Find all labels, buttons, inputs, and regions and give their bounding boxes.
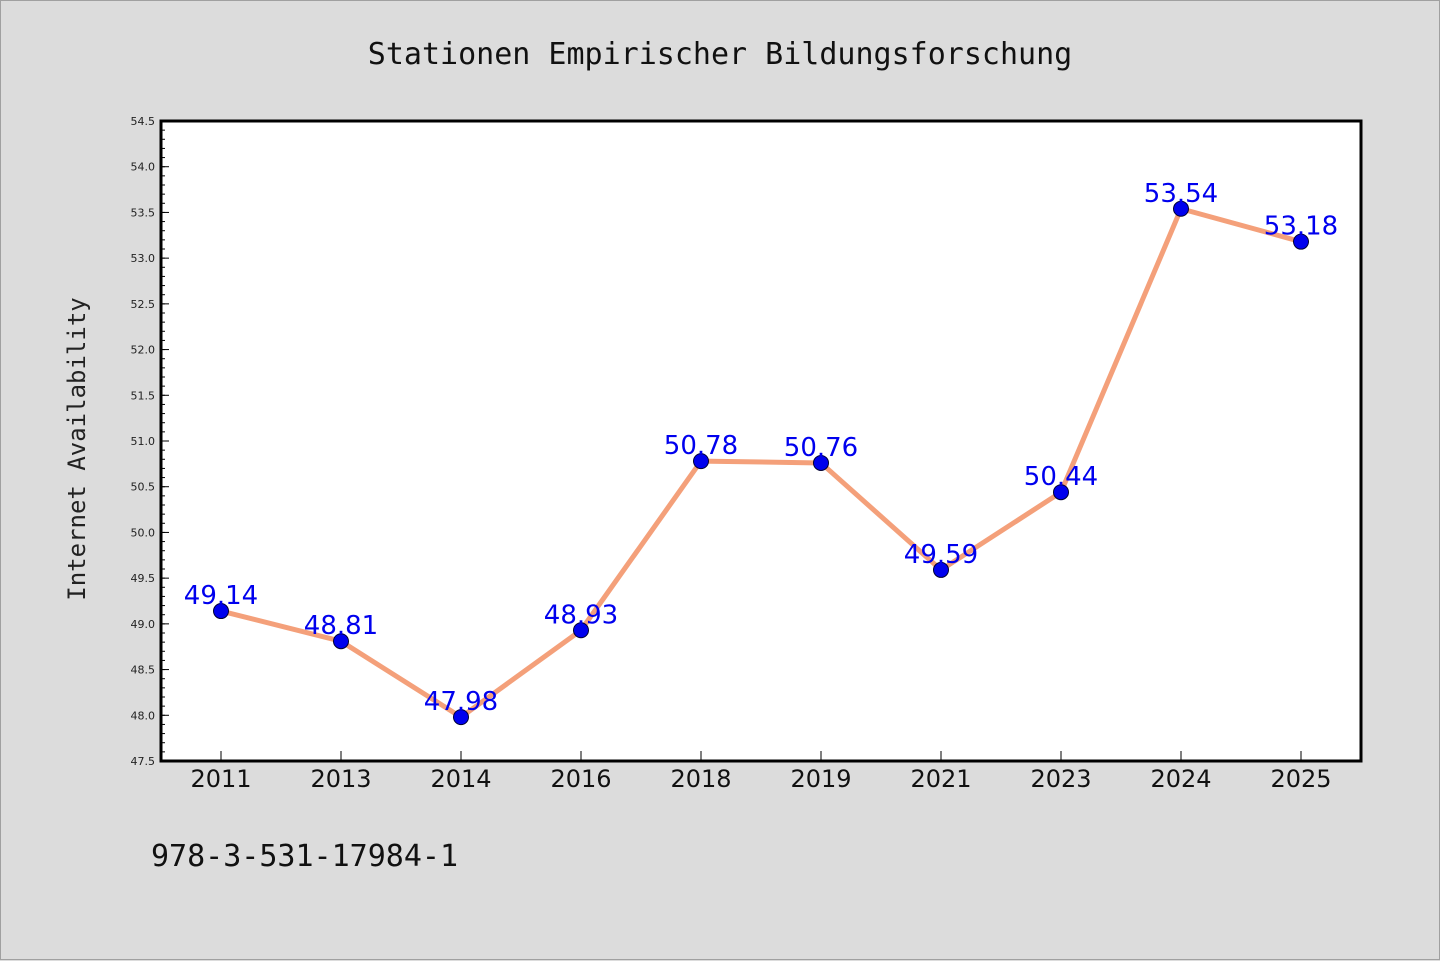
y-tick-label: 50.0 xyxy=(131,526,156,539)
y-tick-label: 50.5 xyxy=(131,481,156,494)
data-label: 49.14 xyxy=(184,581,258,611)
x-tick-label: 2021 xyxy=(910,765,971,793)
y-tick-label: 48.0 xyxy=(131,709,156,722)
x-tick-label: 2025 xyxy=(1270,765,1331,793)
y-tick-label: 52.0 xyxy=(131,344,156,357)
data-point xyxy=(813,454,829,471)
data-label: 53.54 xyxy=(1144,179,1218,209)
y-tick-label: 54.5 xyxy=(131,115,156,128)
data-label: 50.76 xyxy=(784,433,858,463)
x-tick-label: 2016 xyxy=(550,765,611,793)
y-tick-label: 53.5 xyxy=(131,206,156,219)
data-point xyxy=(1293,233,1309,250)
series-line xyxy=(220,206,1302,720)
isbn-footer: 978-3-531-17984-1 xyxy=(151,839,458,874)
y-tick-label: 49.0 xyxy=(131,618,156,631)
y-tick-label: 48.5 xyxy=(131,664,156,677)
x-tick-label: 2019 xyxy=(790,765,851,793)
y-axis-label: Internet Availability xyxy=(63,297,91,600)
data-point xyxy=(933,561,949,578)
x-axis: 2011 2013 2014 2016 2018 2019 2021 2023 2024 2025 xyxy=(190,751,1332,793)
x-tick-label: 2014 xyxy=(430,765,491,793)
data-label: 48.81 xyxy=(304,611,378,641)
data-point xyxy=(693,453,709,470)
y-tick-label: 51.5 xyxy=(131,389,156,402)
y-tick-label: 53.0 xyxy=(131,252,156,265)
data-point xyxy=(1053,484,1069,501)
y-tick-label: 51.0 xyxy=(131,435,156,448)
x-tick-label: 2023 xyxy=(1030,765,1091,793)
chart-title: Stationen Empirischer Bildungsforschung xyxy=(368,37,1072,72)
data-label: 48.93 xyxy=(544,600,618,630)
data-label: 50.78 xyxy=(664,431,738,461)
data-point xyxy=(213,603,229,620)
data-label: 53.18 xyxy=(1264,212,1338,242)
y-tick-label: 54.0 xyxy=(131,161,156,174)
data-labels: 49.14 48.81 47.98 48.93 50.78 50.76 49.59 50.44… xyxy=(184,179,1338,717)
data-point xyxy=(1173,200,1189,217)
x-tick-label: 2024 xyxy=(1150,765,1211,793)
data-point xyxy=(453,709,469,726)
data-point xyxy=(573,622,589,639)
plot-area xyxy=(159,119,1363,763)
data-point xyxy=(333,633,349,650)
data-label: 47.98 xyxy=(424,687,498,717)
y-axis: 47.5 48.0 48.5 49.0 49.5 50.0 50.5 51.0 51.5 52.0… xyxy=(131,115,169,768)
series-markers xyxy=(213,200,1309,726)
y-tick-label: 47.5 xyxy=(131,755,156,768)
x-tick-label: 2013 xyxy=(310,765,371,793)
y-tick-label: 52.5 xyxy=(131,298,156,311)
data-label: 49.59 xyxy=(904,540,978,570)
y-tick-label: 49.5 xyxy=(131,572,156,585)
x-tick-label: 2018 xyxy=(670,765,731,793)
x-tick-label: 2011 xyxy=(190,765,251,793)
data-label: 50.44 xyxy=(1024,462,1098,492)
